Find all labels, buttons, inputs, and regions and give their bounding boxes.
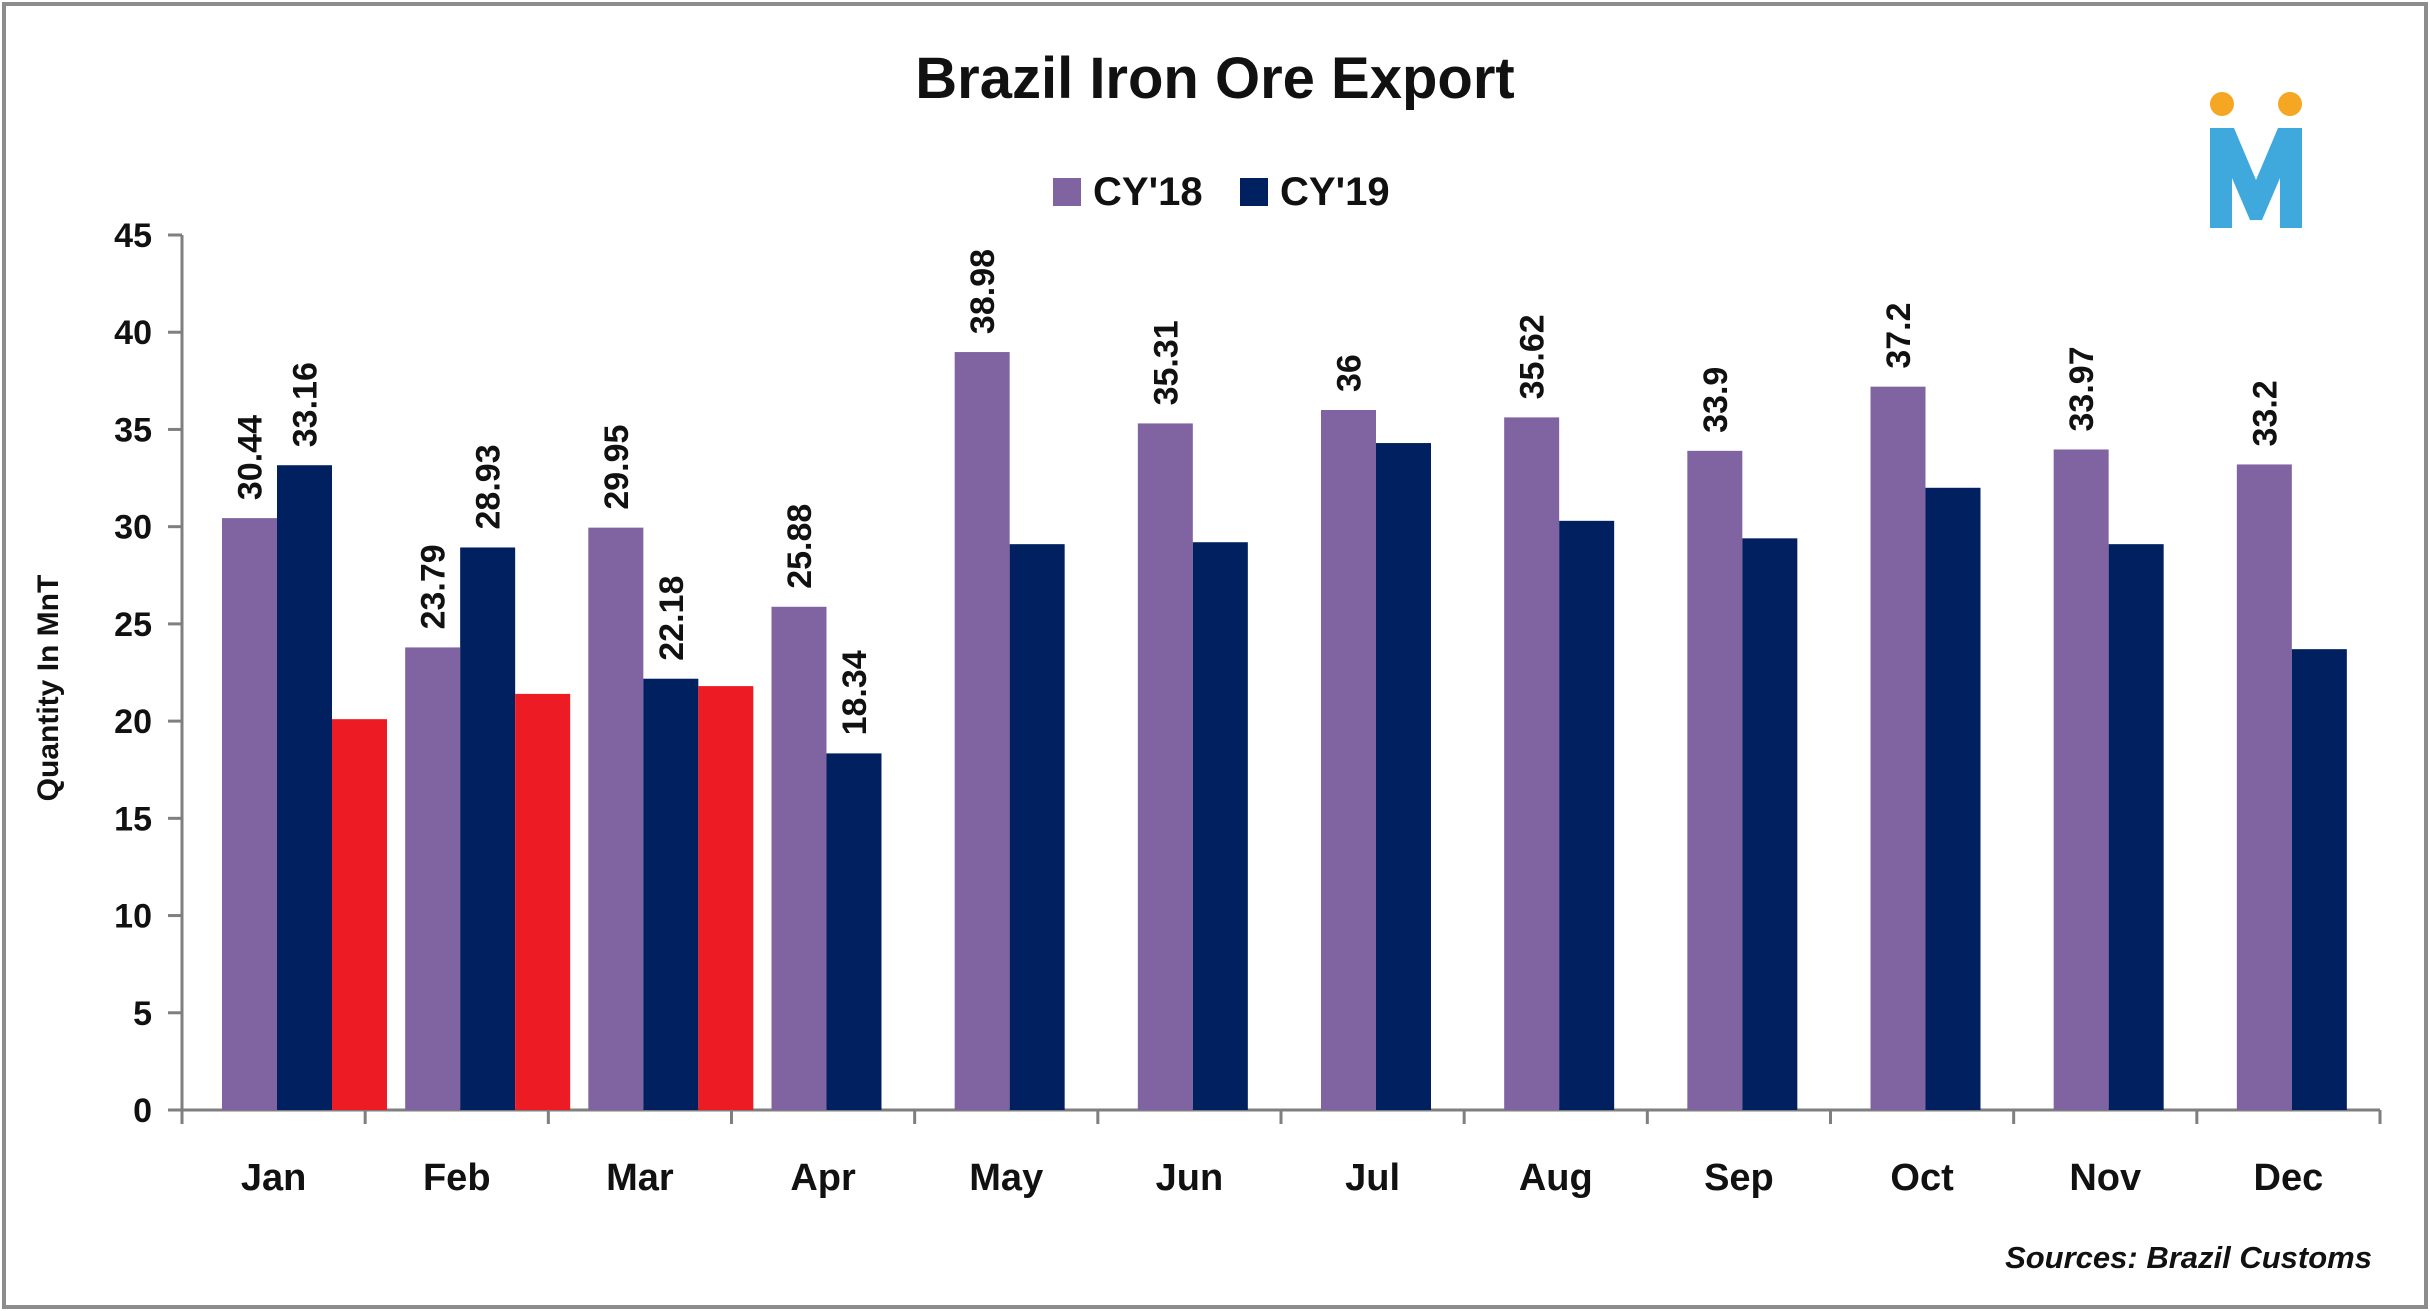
plot-area: 0 5 10 15 20 25 30 35 40 45 Jan Feb Mar Apr May Jun Jul A… bbox=[114, 217, 2382, 1199]
bar bbox=[1687, 450, 1743, 1110]
data-label: 23.79 bbox=[415, 544, 453, 629]
data-label: 33.16 bbox=[287, 362, 325, 447]
x-tick-label: Sep bbox=[1704, 1157, 1774, 1199]
bar bbox=[771, 606, 827, 1110]
data-label: 22.18 bbox=[653, 576, 691, 661]
y-tick-label: 10 bbox=[114, 898, 152, 936]
bar bbox=[1137, 423, 1193, 1111]
y-tick-label: 20 bbox=[114, 703, 152, 741]
bar bbox=[1192, 542, 1248, 1110]
bar bbox=[2053, 449, 2109, 1110]
bar bbox=[277, 465, 332, 1110]
x-tick-label: Feb bbox=[423, 1157, 491, 1199]
y-axis-label: Quantity In MnT bbox=[32, 575, 65, 802]
logo-m-icon bbox=[2210, 128, 2302, 228]
y-tick-label: 0 bbox=[133, 1092, 152, 1130]
bar bbox=[1009, 544, 1065, 1110]
bar bbox=[332, 719, 387, 1110]
x-tick-label: Jul bbox=[1345, 1157, 1400, 1199]
x-tick-label: Oct bbox=[1890, 1157, 1954, 1199]
bar bbox=[1504, 417, 1560, 1110]
bar bbox=[1376, 443, 1431, 1110]
source-note: Sources: Brazil Customs bbox=[2005, 1240, 2372, 1275]
data-label: 36 bbox=[1331, 354, 1369, 392]
bar bbox=[2236, 464, 2292, 1110]
logo-dot-right bbox=[2278, 92, 2302, 116]
x-tick-label: Mar bbox=[606, 1157, 674, 1199]
logo-dot-left bbox=[2210, 92, 2234, 116]
data-label: 33.2 bbox=[2246, 380, 2284, 446]
bar bbox=[1742, 538, 1798, 1110]
bar bbox=[1321, 410, 1376, 1110]
bar bbox=[588, 527, 644, 1110]
bar bbox=[954, 352, 1010, 1110]
data-label: 38.98 bbox=[964, 249, 1002, 334]
bar bbox=[643, 678, 699, 1110]
legend-swatch-cy19 bbox=[1240, 178, 1268, 206]
y-tick-label: 30 bbox=[114, 509, 152, 547]
bar bbox=[826, 753, 882, 1110]
y-tick-label: 45 bbox=[114, 217, 152, 255]
data-label: 28.93 bbox=[470, 444, 508, 529]
x-tick-label: Nov bbox=[2069, 1157, 2141, 1199]
y-tick-label: 25 bbox=[114, 606, 152, 644]
y-tick-label: 15 bbox=[114, 800, 152, 838]
y-tick-label: 35 bbox=[114, 411, 152, 449]
data-label: 18.34 bbox=[836, 650, 874, 735]
bar bbox=[2291, 649, 2347, 1110]
x-tick-label: Aug bbox=[1519, 1157, 1593, 1199]
legend-swatch-cy18 bbox=[1053, 178, 1081, 206]
bar bbox=[515, 693, 571, 1110]
legend-label-cy19: CY'19 bbox=[1280, 170, 1390, 214]
data-label: 29.95 bbox=[598, 425, 636, 510]
x-tick-label: Jun bbox=[1156, 1157, 1224, 1199]
bar bbox=[222, 518, 277, 1110]
bar bbox=[1559, 520, 1615, 1110]
bar bbox=[2108, 544, 2164, 1110]
data-label: 35.62 bbox=[1514, 314, 1552, 399]
data-label: 35.31 bbox=[1147, 320, 1185, 405]
data-label: 33.97 bbox=[2063, 346, 2101, 431]
data-label: 30.44 bbox=[232, 415, 270, 500]
x-tick-label: Dec bbox=[2254, 1157, 2324, 1199]
brand-logo bbox=[2210, 92, 2302, 228]
chart-title: Brazil Iron Ore Export bbox=[915, 46, 1514, 111]
x-tick-label: Jan bbox=[241, 1157, 306, 1199]
bar bbox=[698, 686, 754, 1110]
bar bbox=[1870, 386, 1926, 1111]
legend-label-cy18: CY'18 bbox=[1093, 170, 1203, 214]
legend: CY'18 CY'19 bbox=[1053, 170, 1390, 214]
y-tick-label: 5 bbox=[133, 995, 152, 1033]
data-label: 33.9 bbox=[1697, 367, 1735, 433]
bar bbox=[460, 547, 516, 1110]
x-tick-label: Apr bbox=[790, 1157, 856, 1199]
data-label: 25.88 bbox=[781, 504, 819, 589]
bar bbox=[1925, 487, 1981, 1110]
bar bbox=[405, 647, 461, 1110]
y-tick-label: 40 bbox=[114, 314, 152, 352]
data-label: 37.2 bbox=[1880, 302, 1918, 368]
x-tick-label: May bbox=[969, 1157, 1043, 1199]
